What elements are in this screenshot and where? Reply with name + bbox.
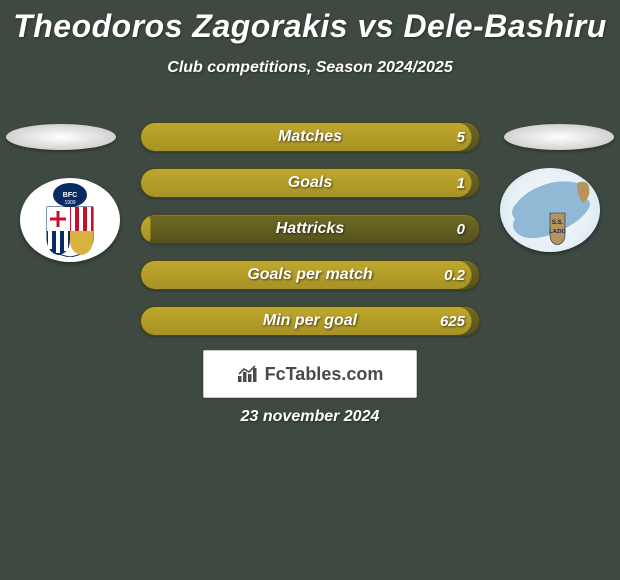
svg-text:S.S.: S.S. — [552, 220, 564, 226]
bar-goals-per-match: Goals per match 0.2 — [140, 260, 480, 290]
svg-text:BFC: BFC — [63, 192, 77, 199]
bar-hattricks: Hattricks 0 — [140, 214, 480, 244]
bar-goals: Goals 1 — [140, 168, 480, 198]
chart-icon — [237, 365, 259, 383]
bar-min-per-goal: Min per goal 625 — [140, 306, 480, 336]
bar-fill — [141, 123, 472, 151]
date-text: 23 november 2024 — [0, 408, 620, 426]
bar-matches: Matches 5 — [140, 122, 480, 152]
svg-text:LAZIO: LAZIO — [549, 229, 566, 235]
stats-bars: Matches 5 Goals 1 Hattricks 0 Goals per … — [140, 122, 480, 352]
page-subtitle: Club competitions, Season 2024/2025 — [0, 59, 620, 77]
brand-text: FcTables.com — [265, 364, 384, 385]
bar-label: Hattricks — [141, 215, 479, 243]
flag-right — [504, 124, 614, 150]
bar-value: 0 — [457, 215, 465, 243]
bar-fill — [141, 261, 472, 289]
bar-fill — [141, 169, 472, 197]
brand-box: FcTables.com — [203, 350, 417, 398]
crest-bologna: BFC 1909 — [20, 178, 120, 262]
svg-text:1909: 1909 — [64, 200, 75, 206]
crest-lazio: S.S. LAZIO — [500, 168, 600, 252]
bar-fill — [141, 307, 472, 335]
flag-left — [6, 124, 116, 150]
bar-fill — [141, 215, 151, 243]
bologna-badge-icon: BFC 1909 — [35, 183, 105, 257]
lazio-badge-icon: S.S. LAZIO — [507, 175, 593, 245]
page-title: Theodoros Zagorakis vs Dele-Bashiru — [0, 0, 620, 45]
